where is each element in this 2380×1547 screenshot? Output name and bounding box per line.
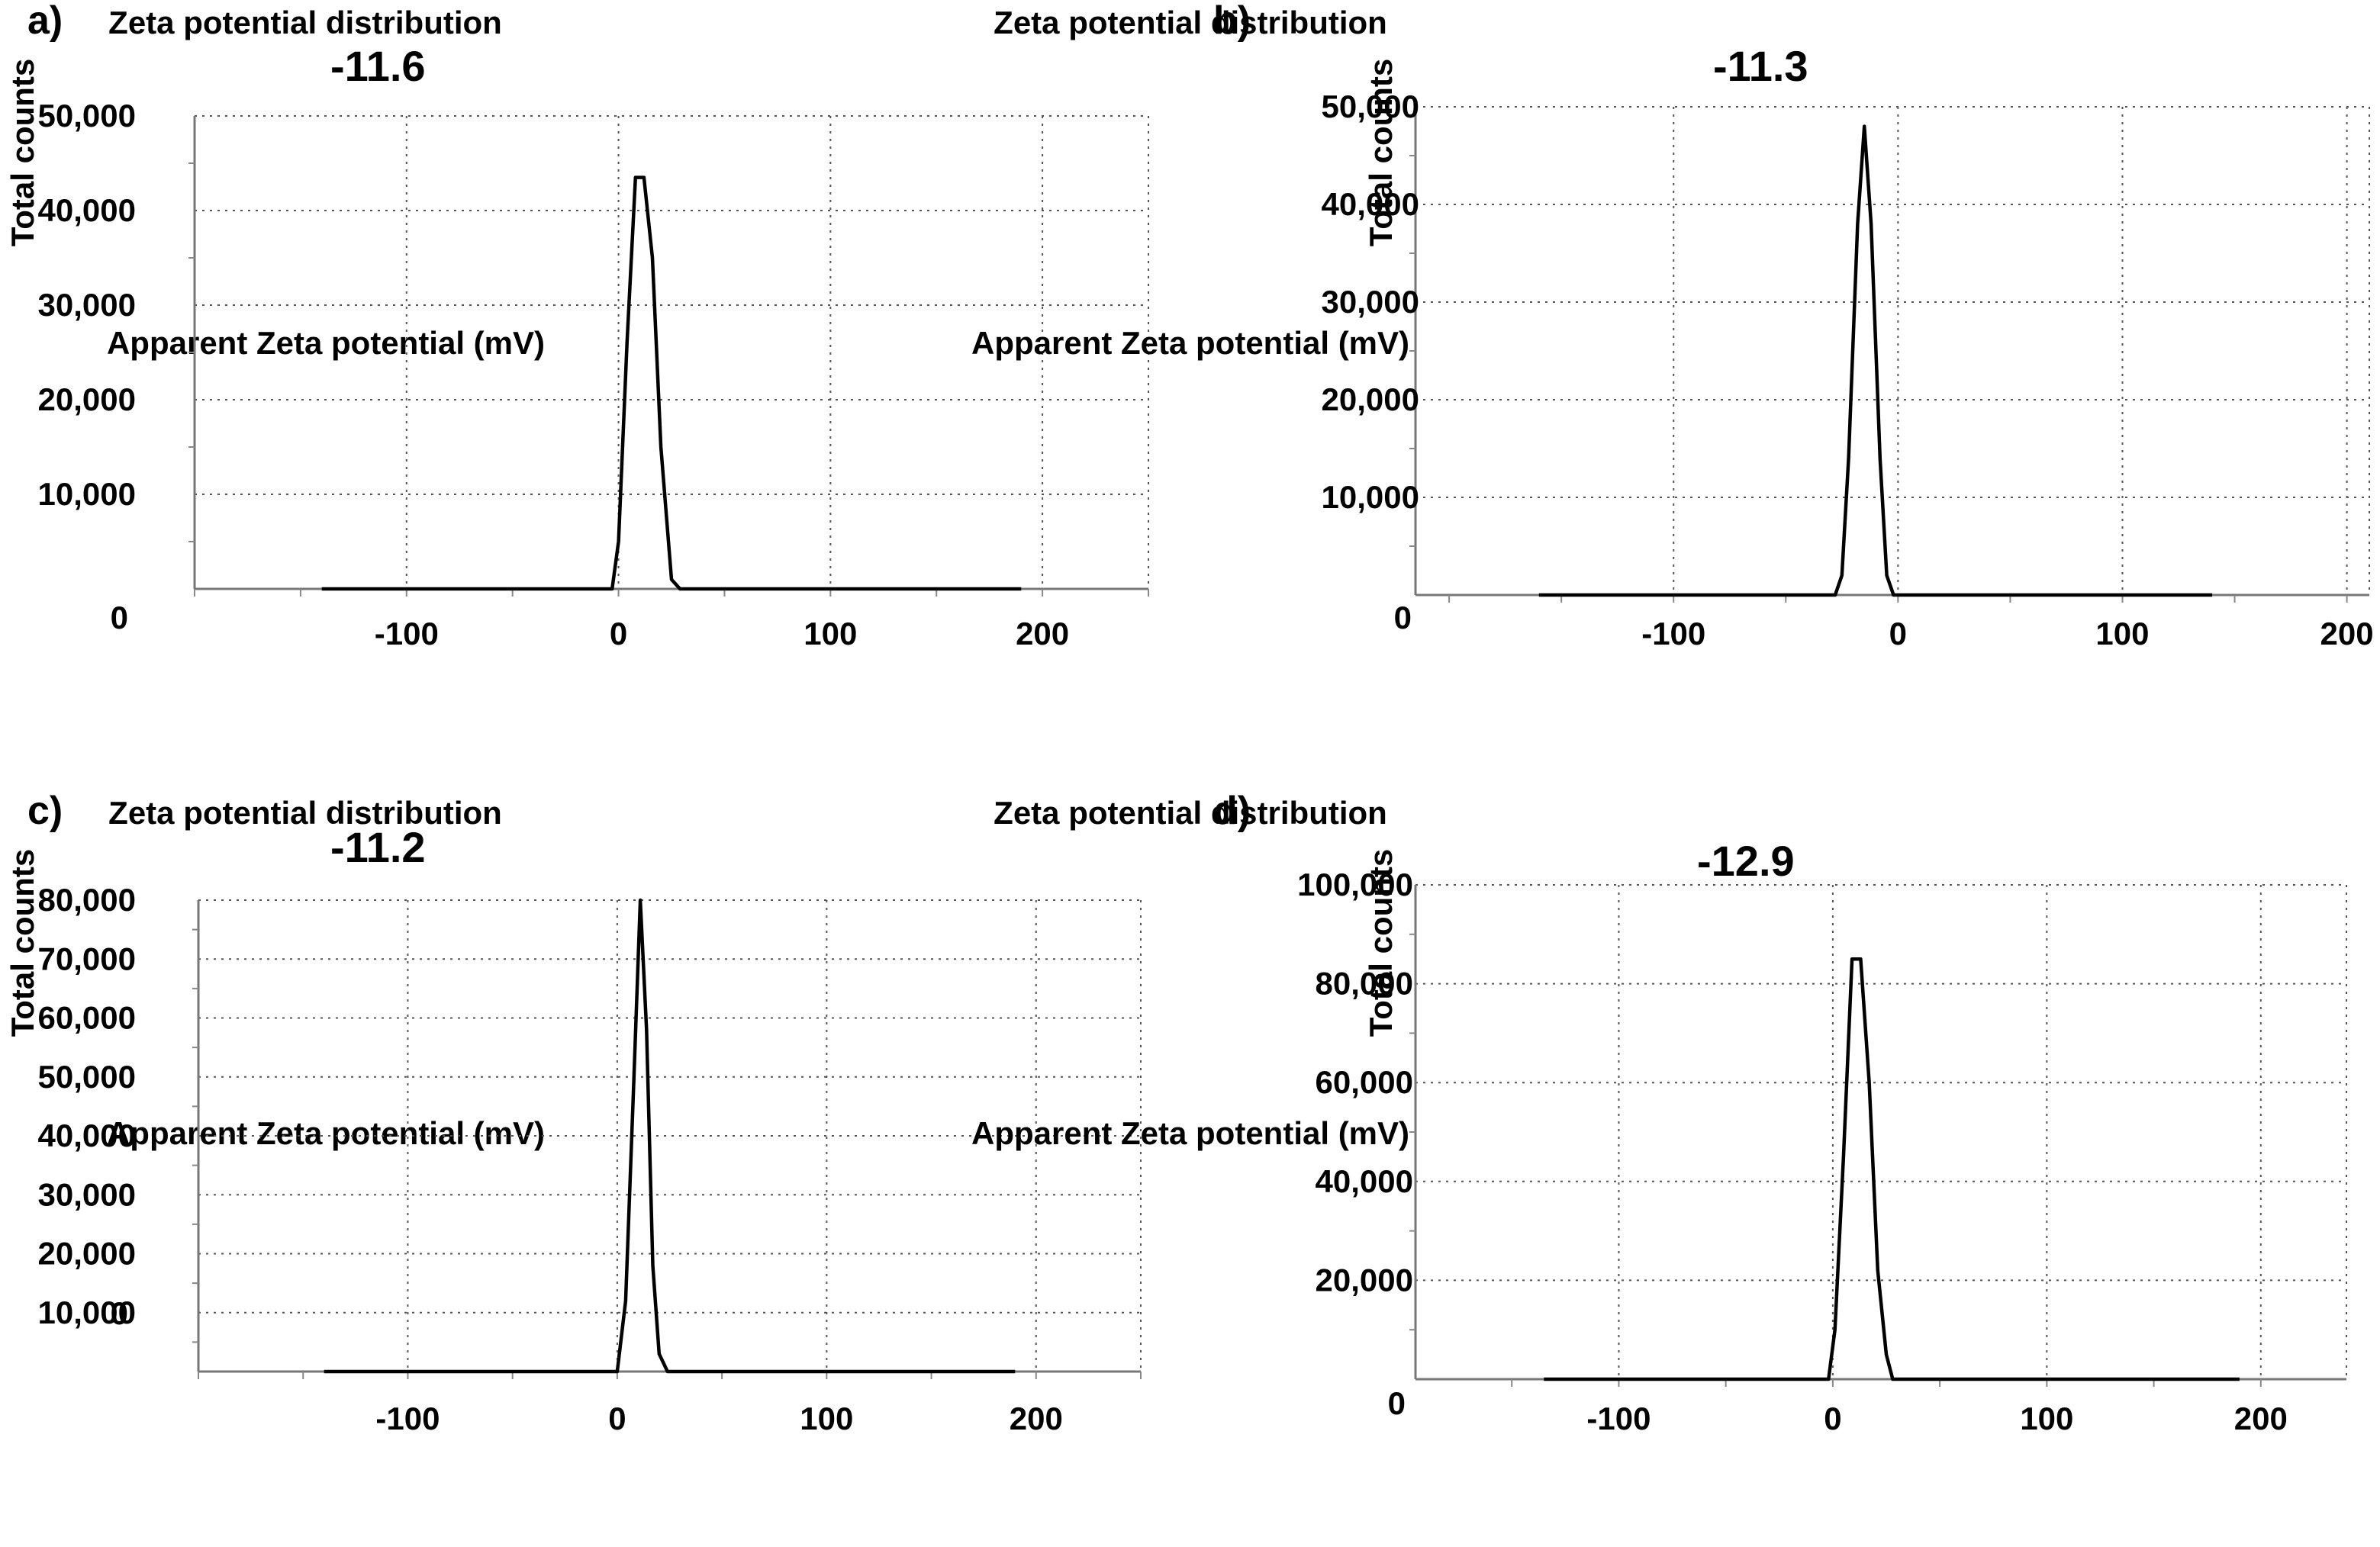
y-tick-label: 100,000 xyxy=(1297,867,1413,902)
panel-label: c) xyxy=(27,789,63,833)
y-tick-label: 80,000 xyxy=(38,882,136,918)
y-tick-label: 60,000 xyxy=(1316,1064,1413,1100)
peak-label: -12.9 xyxy=(1697,837,1795,885)
series-line-total-counts xyxy=(1544,957,2240,1381)
y-tick-label: 0 xyxy=(1394,600,1412,635)
panel-label: d) xyxy=(1213,789,1251,833)
series-line-total-counts xyxy=(321,175,1022,591)
gridlines xyxy=(195,115,1149,589)
y-tick-label: 60,000 xyxy=(38,1000,136,1036)
y-tick-label: 40,000 xyxy=(38,1118,136,1153)
panel-label: b) xyxy=(1213,0,1251,43)
y-axis-label: Total counts xyxy=(5,849,40,1037)
y-tick-label: 30,000 xyxy=(38,1176,136,1212)
x-tick-label: 0 xyxy=(608,1401,626,1436)
x-tick-label: -100 xyxy=(375,1401,440,1436)
chart-panel-c: c) Zeta potential distribution Total cou… xyxy=(0,789,1190,1547)
series-line-total-counts xyxy=(1538,124,2213,597)
y-tick-label: 0 xyxy=(111,1295,128,1331)
gridlines xyxy=(1415,106,2370,595)
x-tick-label: 100 xyxy=(2095,616,2149,651)
x-tick-label: -100 xyxy=(1586,1401,1651,1436)
peak-label: -11.6 xyxy=(330,42,426,90)
x-tick-labels: -100 0 100 200 xyxy=(1641,616,2373,651)
x-tick-labels: -100 0 100 200 xyxy=(375,1401,1062,1436)
y-tick-label: 30,000 xyxy=(38,287,136,323)
chart-title: Zeta potential distribution xyxy=(994,5,1387,40)
y-tick-label: 20,000 xyxy=(38,381,136,417)
y-tick-labels: 010,000 20,000 30,000 40,000 50,000 60,000 70,… xyxy=(38,882,136,1331)
y-tick-label: 40,000 xyxy=(1316,1163,1413,1199)
x-tick-label: 0 xyxy=(1889,616,1907,651)
chart-title: Zeta potential distribution xyxy=(108,5,502,40)
gridlines xyxy=(1415,884,2347,1379)
y-tick-label: 40,000 xyxy=(1322,186,1419,222)
y-tick-label: 40,000 xyxy=(38,192,136,228)
x-tick-label: 100 xyxy=(2020,1401,2073,1436)
y-tick-label: 10,000 xyxy=(1322,479,1419,515)
x-tick-label: 0 xyxy=(610,616,627,651)
y-axis-label: Total counts xyxy=(5,59,40,247)
y-tick-label: 50,000 xyxy=(38,98,136,133)
y-tick-label: 10,000 xyxy=(38,1295,136,1330)
series-line-total-counts xyxy=(324,898,1016,1374)
y-tick-labels: 0 10,000 20,000 30,000 40,000 50,000 xyxy=(38,98,136,635)
x-tick-label: 200 xyxy=(2320,616,2374,651)
axes xyxy=(1409,885,2346,1387)
chart-panel-d: d) Zeta potential distribution Total cou… xyxy=(971,789,2380,1547)
peak-label: -11.3 xyxy=(1713,42,1808,90)
x-tick-labels: -100 0 100 200 xyxy=(1586,1401,2287,1436)
peak-label: -11.2 xyxy=(330,823,426,871)
x-tick-label: -100 xyxy=(375,616,439,651)
panel-label: a) xyxy=(27,0,63,43)
x-axis-label: Apparent Zeta potential (mV) xyxy=(107,1115,545,1151)
x-tick-label: 200 xyxy=(1016,616,1069,651)
x-tick-label: -100 xyxy=(1641,616,1705,651)
x-tick-labels: -100 0 100 200 xyxy=(375,616,1069,651)
y-tick-labels: 0 20,000 40,000 60,000 80,000 100,000 xyxy=(1297,867,1413,1421)
chart-panel-a: a) Zeta potential distribution Total cou… xyxy=(0,0,1190,757)
y-tick-label: 80,000 xyxy=(1316,966,1413,1002)
y-tick-label: 70,000 xyxy=(38,941,136,976)
x-tick-label: 0 xyxy=(1824,1401,1841,1436)
y-tick-label: 30,000 xyxy=(1322,284,1419,320)
chart-svg-a: a) Zeta potential distribution Total cou… xyxy=(5,0,1149,651)
y-tick-label: 20,000 xyxy=(38,1236,136,1272)
x-tick-label: 200 xyxy=(2234,1401,2288,1436)
y-tick-label: 0 xyxy=(111,600,128,635)
y-tick-label: 10,000 xyxy=(38,476,136,512)
y-tick-label: 50,000 xyxy=(38,1059,136,1095)
x-axis-label: Apparent Zeta potential (mV) xyxy=(107,325,545,361)
y-axis-label: Total counts xyxy=(1363,59,1399,247)
axes xyxy=(1409,107,2369,603)
chart-svg-b: b) Zeta potential distribution Total cou… xyxy=(971,0,2374,651)
y-tick-label: 0 xyxy=(1388,1385,1406,1421)
y-tick-label: 50,000 xyxy=(1322,88,1419,124)
y-tick-label: 20,000 xyxy=(1316,1262,1413,1298)
gridlines xyxy=(198,899,1142,1372)
chart-svg-c: c) Zeta potential distribution Total cou… xyxy=(5,789,1142,1436)
chart-title: Zeta potential distribution xyxy=(108,795,502,831)
y-axis-label: Total counts xyxy=(1363,849,1399,1037)
chart-svg-d: d) Zeta potential distribution Total cou… xyxy=(971,789,2347,1436)
x-tick-label: 100 xyxy=(800,1401,853,1436)
x-axis-label: Apparent Zeta potential (mV) xyxy=(971,325,1409,361)
x-tick-label: 100 xyxy=(804,616,857,651)
chart-title: Zeta potential distribution xyxy=(994,795,1387,831)
chart-panel-b: b) Zeta potential distribution Total cou… xyxy=(971,0,2380,757)
y-tick-label: 20,000 xyxy=(1322,381,1419,417)
x-tick-label: 200 xyxy=(1010,1401,1063,1436)
x-axis-label: Apparent Zeta potential (mV) xyxy=(971,1115,1409,1151)
y-tick-labels: 0 10,000 20,000 30,000 40,000 50,000 xyxy=(1322,88,1419,635)
